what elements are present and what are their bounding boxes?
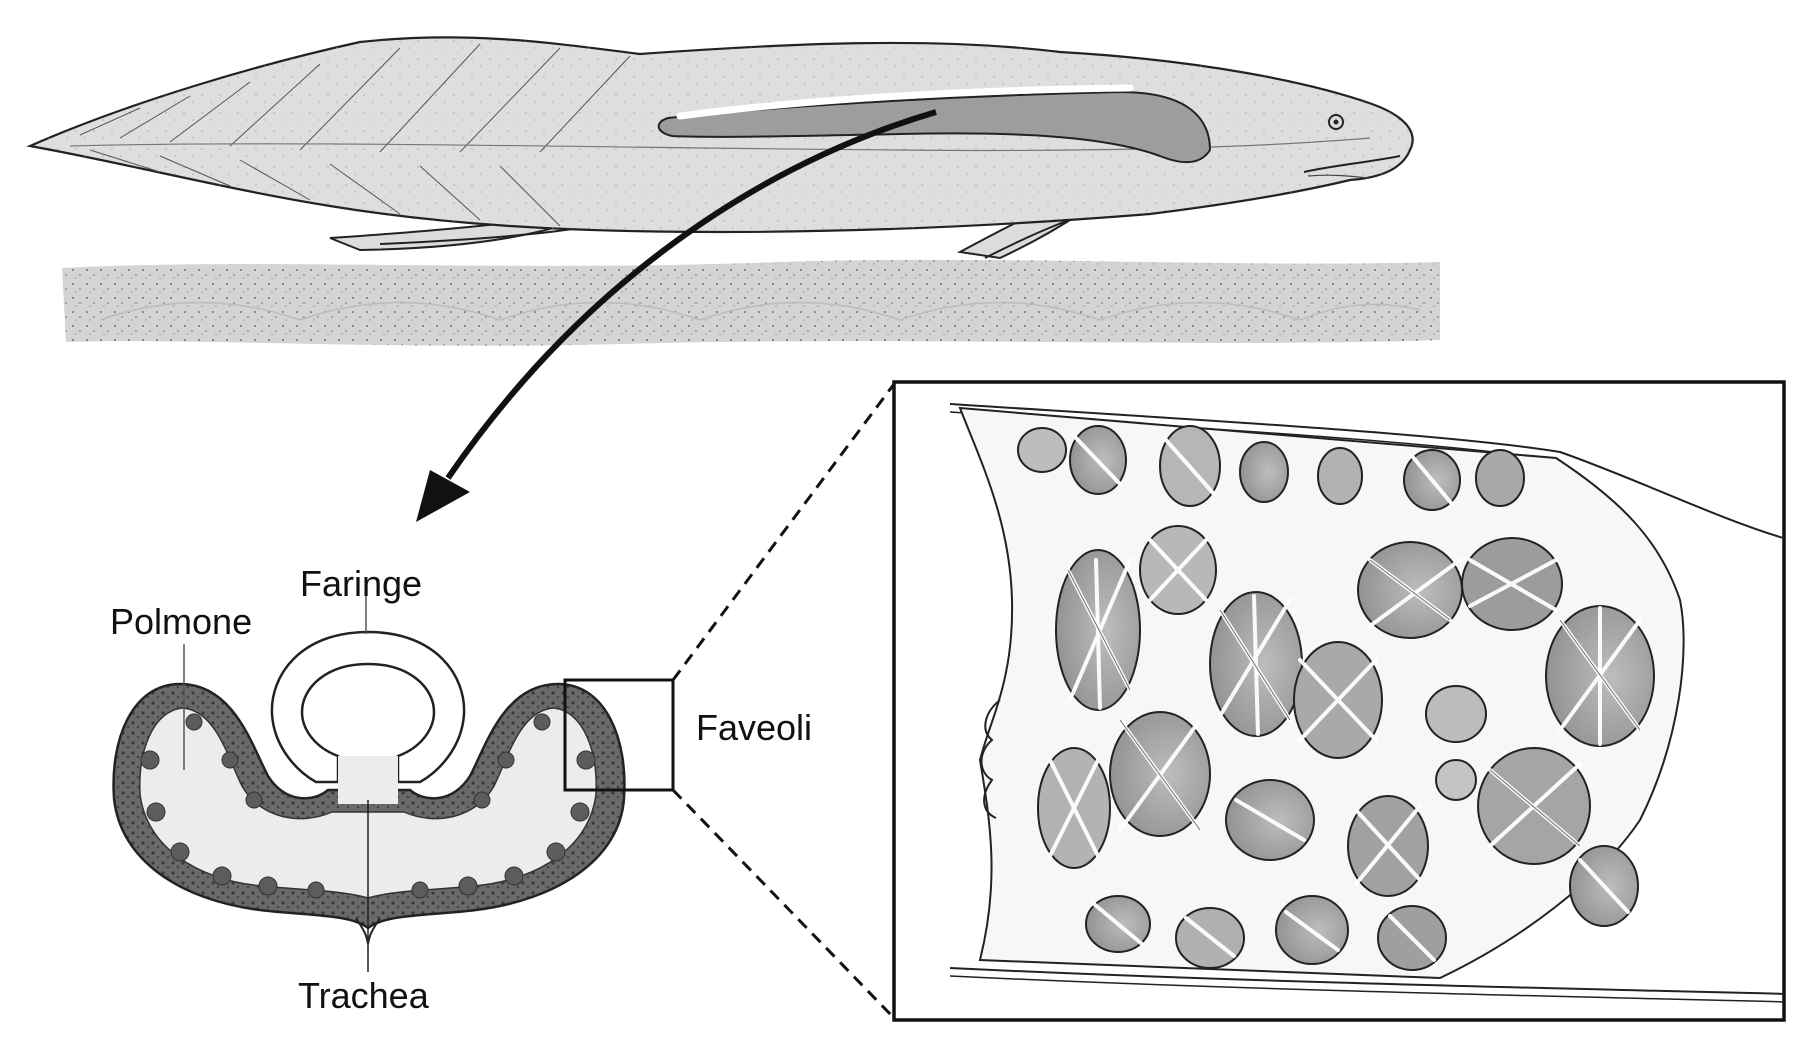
label-polmone: Polmone [110, 601, 252, 642]
label-faringe: Faringe [300, 563, 422, 604]
connector-arrow [416, 109, 937, 522]
lung-cross-section [112, 578, 626, 972]
lungfish-illustration [26, 36, 1414, 260]
alveoli-magnified-panel [892, 380, 1786, 1022]
zoom-indicator [563, 383, 896, 1020]
label-trachea: Trachea [298, 975, 430, 1016]
sediment-floor [62, 259, 1440, 346]
label-faveoli: Faveoli [696, 707, 812, 748]
